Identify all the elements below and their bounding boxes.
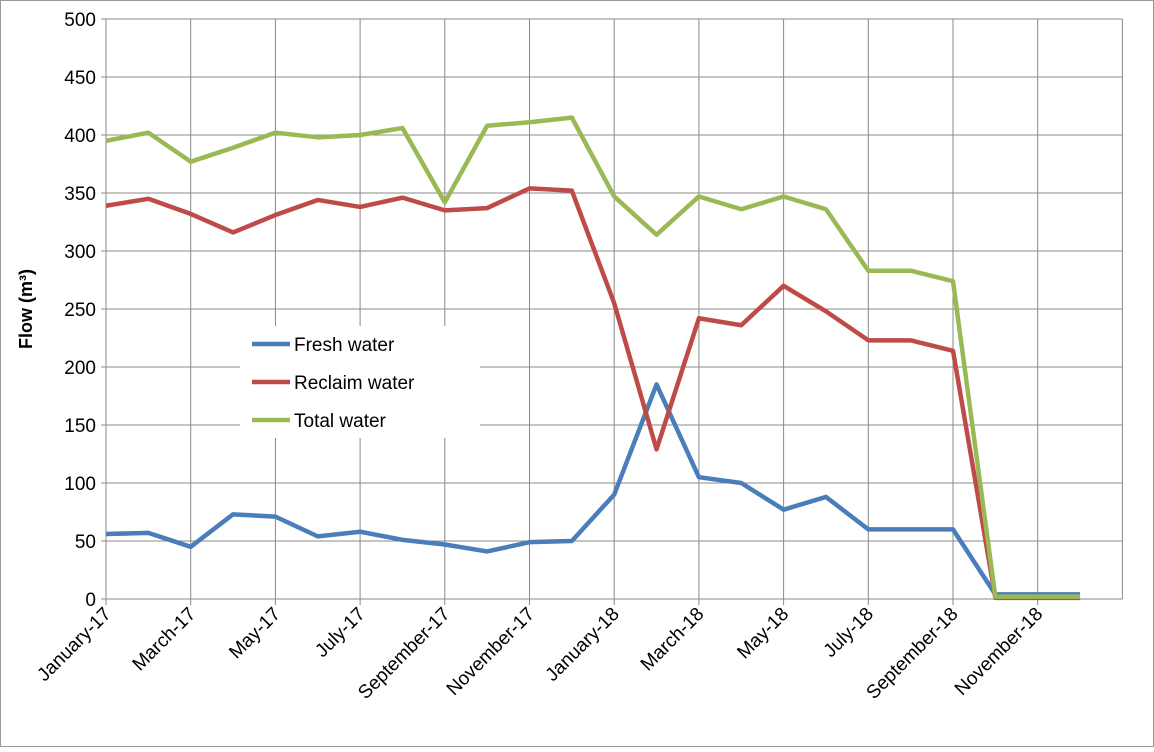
line-series <box>105 382 1081 597</box>
line-series <box>105 186 1081 601</box>
y-tick-label: 400 <box>64 126 96 147</box>
y-tick-label: 50 <box>75 532 96 553</box>
y-tick-label: 350 <box>64 184 96 205</box>
y-tick-label: 100 <box>64 474 96 495</box>
legend-label: Reclaim water <box>294 373 415 394</box>
y-axis-label: Flow (m³) <box>16 269 36 349</box>
legend-label: Total water <box>294 411 387 432</box>
line-series <box>105 115 1081 599</box>
y-tick-label: 500 <box>64 10 96 31</box>
y-tick-label: 300 <box>64 242 96 263</box>
y-tick-label: 0 <box>85 590 96 611</box>
y-tick-label: 200 <box>64 358 96 379</box>
legend-label: Fresh water <box>294 335 395 356</box>
y-tick-label: 250 <box>64 300 96 321</box>
y-tick-label: 150 <box>64 416 96 437</box>
y-tick-label: 450 <box>64 68 96 89</box>
